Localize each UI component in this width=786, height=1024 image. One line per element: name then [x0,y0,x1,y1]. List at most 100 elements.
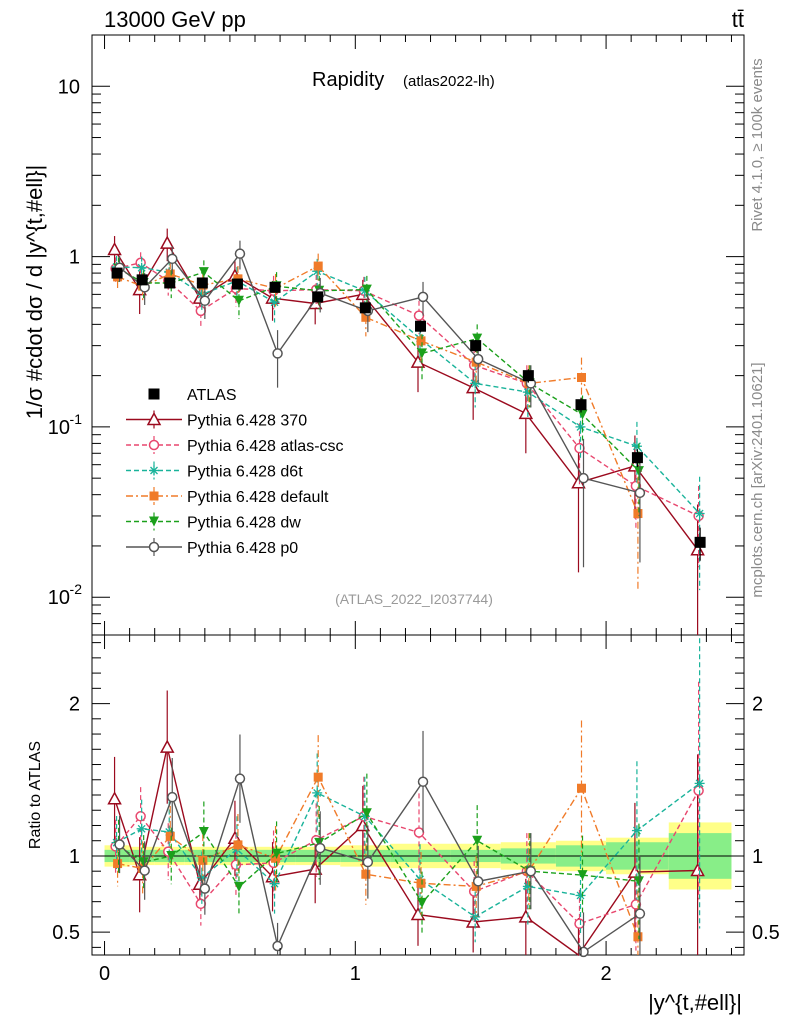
data-point [472,353,484,365]
atlas-point [522,370,534,382]
y-tick-label: 1 [69,247,80,269]
ratio-point [471,881,481,891]
ratio-point [417,897,428,908]
legend-entry: Pythia 6.428 370 [126,410,307,430]
ratio-point [195,898,207,910]
ratio-point [113,859,123,869]
ratio-point [631,825,642,836]
x-axis-title: |y^{t,#ell}| [648,990,742,1015]
data-point [577,373,587,383]
ratio-point [575,890,586,901]
ratio-point [416,878,426,888]
ratio-point [634,908,646,919]
data-point [410,354,426,368]
ratio-point [136,823,147,834]
ratio-point [166,850,177,861]
series-line [119,252,641,494]
legend-entry: Pythia 6.428 p0 [126,538,298,557]
ratio-point [518,909,534,923]
atlas-point [164,277,176,289]
data-point [107,241,122,256]
ratio-point [138,857,149,868]
mcplots-label: mcplots.cern.ch [arXiv:2401.10621] [749,362,766,597]
ratio-point [578,946,589,958]
legend-label: Pythia 6.428 default [187,489,329,506]
y-tick-label: 10 [58,76,80,98]
ratio-point [198,827,209,838]
atlas-point [111,267,123,279]
ratio-point [472,835,483,846]
ratio-point [234,773,246,784]
ratio-point [633,932,643,942]
data-point [313,261,323,271]
legend-entry: ATLAS [148,387,237,404]
data-point [234,248,246,259]
legend-marker [148,388,160,400]
rivet-label: Rivet 4.1.0, ≥ 100k events [749,58,766,231]
ratio-point [355,817,371,832]
atlas-point [312,291,324,303]
y-tick-label: 10 [48,587,70,609]
ratio-point [574,918,585,929]
ratio-point [312,787,323,798]
ratio-point [159,739,175,753]
data-point [465,380,481,394]
process-label: tt̄ [732,7,744,32]
atlas-point [359,302,371,314]
legend-label: Pythia 6.428 p0 [187,540,298,557]
data-point [633,509,643,519]
ratio-point [690,862,705,877]
data-point [694,508,705,519]
data-point [633,466,644,477]
ratio-tick-label: 0.5 [52,922,80,944]
legend-label: Pythia 6.428 370 [187,413,307,430]
ratio-point [577,870,588,881]
ratio-point [198,855,208,865]
ratio-tick-label: 2 [752,694,763,716]
ratio-point [107,791,122,805]
data-point [198,267,209,278]
ratio-tick-label: 1 [69,846,80,868]
ratio-point [199,883,211,894]
ratio-point [417,776,429,787]
data-point [417,291,429,303]
y-tick-exponent: -2 [70,581,83,597]
ratio-point [272,940,283,952]
legend-label: ATLAS [187,387,237,404]
ratio-point [233,881,244,892]
ratio-point [472,876,484,887]
legend-label: Pythia 6.428 dw [187,515,301,532]
data-point [269,297,280,308]
ratio-point [269,878,280,889]
analysis-label: (ATLAS_2022_I2037744) [335,591,493,607]
ratio-axis-title: Ratio to ATLAS [27,741,44,849]
data-point [575,421,586,432]
atlas-point [470,340,482,352]
data-point [413,310,425,321]
ratio-point [307,861,323,875]
data-point [361,284,372,295]
ratio-point [271,853,281,863]
ratio-point [361,869,371,879]
legend-marker [148,439,160,451]
data-point [165,269,175,279]
legend-marker [148,541,160,553]
data-point [578,472,589,484]
ratio-point [233,840,243,850]
data-point [574,442,585,454]
atlas-point [415,320,427,332]
data-point [634,487,646,499]
ratio-point [633,876,644,887]
legend-marker [149,516,159,527]
data-point [166,253,178,265]
ratio-point [166,791,178,803]
data-point [577,409,588,420]
legend-entry: Pythia 6.428 dw [126,512,301,532]
data-point [159,235,175,249]
ratio-point [314,837,325,848]
data-point [361,312,371,322]
ratio-point [362,856,374,868]
legend: ATLAS Pythia 6.428 370 Pythia 6.428 atlas-… [126,387,344,557]
x-tick-label: 1 [350,963,361,985]
